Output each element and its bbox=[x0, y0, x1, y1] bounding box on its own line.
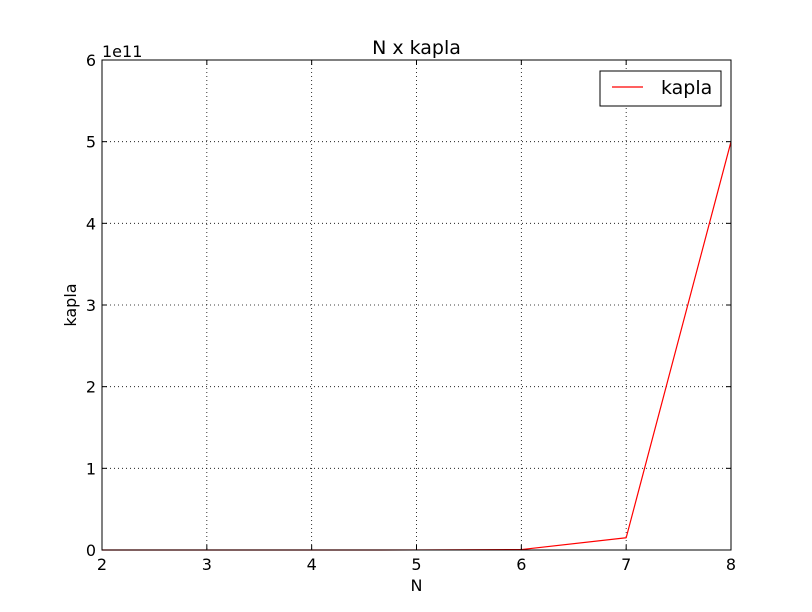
legend: kapla bbox=[599, 70, 722, 107]
y-tick-label: 2 bbox=[86, 378, 96, 397]
legend-label-kapla: kapla bbox=[661, 77, 712, 99]
y-tick-label: 4 bbox=[86, 214, 96, 233]
y-axis-offset-label: 1e11 bbox=[102, 42, 142, 61]
x-tick-label: 3 bbox=[202, 555, 212, 574]
chart-title: N x kapla bbox=[372, 37, 461, 59]
y-tick-label: 6 bbox=[86, 51, 96, 70]
x-tick-label: 2 bbox=[97, 555, 107, 574]
y-tick-label: 5 bbox=[86, 133, 96, 152]
x-tick-label: 6 bbox=[516, 555, 526, 574]
x-tick-label: 4 bbox=[307, 555, 317, 574]
legend-box bbox=[599, 70, 722, 107]
ticks bbox=[101, 59, 732, 551]
y-tick-label: 1 bbox=[86, 459, 96, 478]
x-tick-label: 8 bbox=[726, 555, 736, 574]
x-tick-label: 5 bbox=[411, 555, 421, 574]
tick-labels: 2 3 4 5 6 7 8 0 1 2 3 4 5 6 bbox=[86, 51, 736, 574]
x-axis-label: N bbox=[411, 576, 423, 595]
y-tick-label: 0 bbox=[86, 541, 96, 560]
y-axis-label: kapla bbox=[61, 283, 80, 326]
grid bbox=[102, 60, 731, 550]
y-tick-label: 3 bbox=[86, 296, 96, 315]
x-tick-label: 7 bbox=[621, 555, 631, 574]
